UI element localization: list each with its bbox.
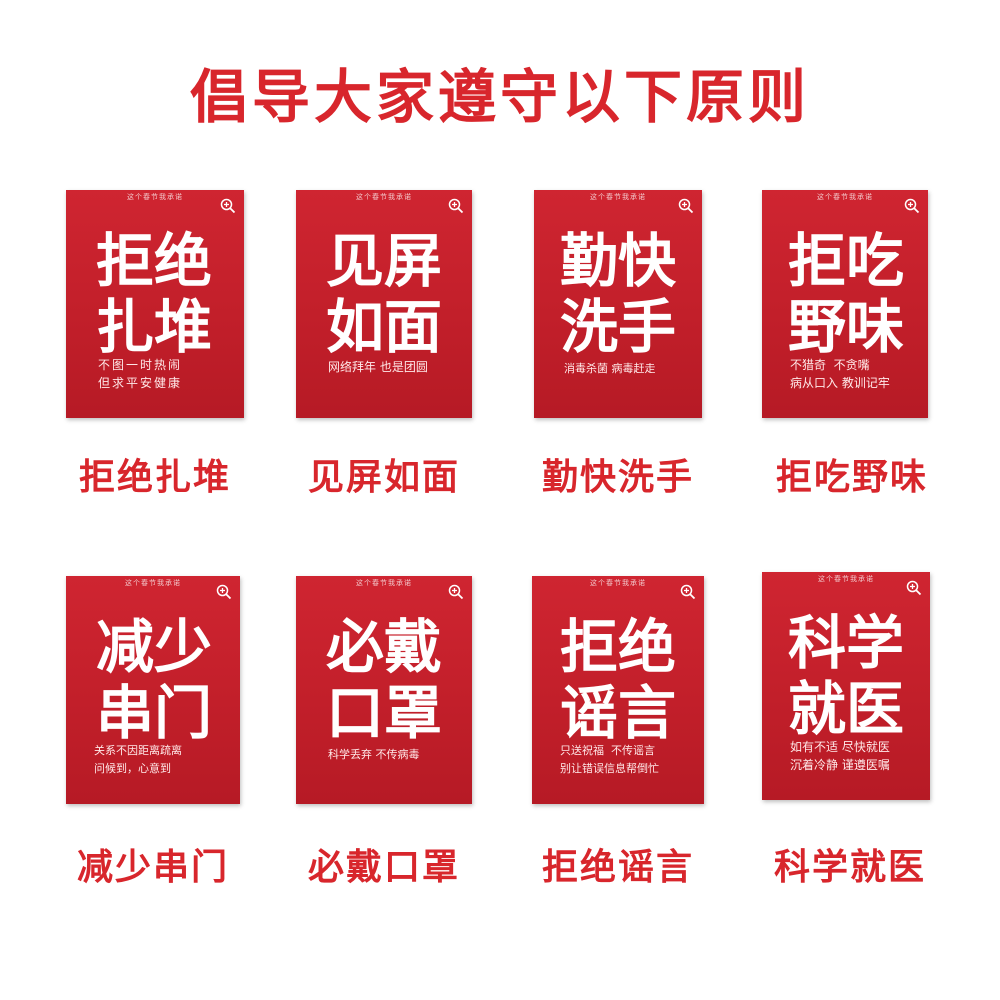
zoom-in-icon[interactable] [680,584,696,600]
card-subtext: 只送祝福 不传谣言 别让错误信息帮倒忙 [560,744,659,775]
card-headline: 必戴 口罩 [326,613,443,747]
card-screen-greeting: 这个春节我承诺 见屏 如面 网络拜年 也是团圆 [296,190,472,418]
caption-wear-mask: 必戴口罩 [307,847,460,888]
caption-wash-hands: 勤快洗手 [541,457,694,498]
card-subtext: 不图一时热闹 但求平安健康 [98,358,183,390]
zoom-in-icon[interactable] [448,198,464,214]
card-headline: 拒绝 谣言 [560,613,677,747]
caption-seek-medical: 科学就医 [773,847,926,888]
zoom-in-icon[interactable] [904,198,920,214]
card-top-text: 这个春节我承诺 [818,575,874,583]
card-subtext: 不猎奇 不贪嘴 病从口入 教训记牢 [790,358,890,390]
card-no-wild-game: 这个春节我承诺 拒吃 野味 不猎奇 不贪嘴 病从口入 教训记牢 [762,190,928,418]
card-seek-medical: 这个春节我承诺 科学 就医 如有不适 尽快就医 沉着冷静 谨遵医嘱 [762,572,930,800]
card-subtext: 关系不因距离疏离 问候到，心意到 [94,744,182,775]
card-reject-crowding: 这个春节我承诺 拒绝 扎堆 不图一时热闹 但求平安健康 [66,190,244,418]
card-headline: 拒吃 野味 [788,227,905,361]
page-title: 倡导大家遵守以下原则 [189,63,810,131]
zoom-in-icon[interactable] [216,584,232,600]
caption-no-wild-game: 拒吃野味 [775,457,928,498]
card-fewer-visits: 这个春节我承诺 减少 串门 关系不因距离疏离 问候到，心意到 [66,576,240,804]
card-top-text: 这个春节我承诺 [356,193,412,201]
card-headline: 拒绝 扎堆 [96,227,213,361]
card-reject-rumors: 这个春节我承诺 拒绝 谣言 只送祝福 不传谣言 别让错误信息帮倒忙 [532,576,704,804]
zoom-in-icon[interactable] [906,580,922,596]
caption-reject-crowding: 拒绝扎堆 [78,457,231,498]
card-top-text: 这个春节我承诺 [817,193,873,201]
card-headline: 见屏 如面 [326,227,443,361]
caption-fewer-visits: 减少串门 [76,847,229,888]
card-wash-hands: 这个春节我承诺 勤快 洗手 消毒杀菌 病毒赶走 [534,190,702,418]
card-subtext: 网络拜年 也是团圆 [328,360,428,374]
zoom-in-icon[interactable] [448,584,464,600]
card-subtext: 科学丢弃 不传病毒 [328,748,420,761]
card-headline: 科学 就医 [788,609,905,743]
card-headline: 勤快 洗手 [560,227,677,361]
card-top-text: 这个春节我承诺 [125,579,181,587]
card-top-text: 这个春节我承诺 [590,579,646,587]
card-wear-mask: 这个春节我承诺 必戴 口罩 科学丢弃 不传病毒 [296,576,472,804]
card-subtext: 消毒杀菌 病毒赶走 [564,362,656,375]
zoom-in-icon[interactable] [678,198,694,214]
card-top-text: 这个春节我承诺 [356,579,412,587]
card-headline: 减少 串门 [96,613,213,747]
caption-screen-greeting: 见屏如面 [307,457,460,498]
caption-reject-rumors: 拒绝谣言 [541,847,694,888]
card-subtext: 如有不适 尽快就医 沉着冷静 谨遵医嘱 [790,740,890,772]
zoom-in-icon[interactable] [220,198,236,214]
card-top-text: 这个春节我承诺 [590,193,646,201]
card-top-text: 这个春节我承诺 [127,193,183,201]
